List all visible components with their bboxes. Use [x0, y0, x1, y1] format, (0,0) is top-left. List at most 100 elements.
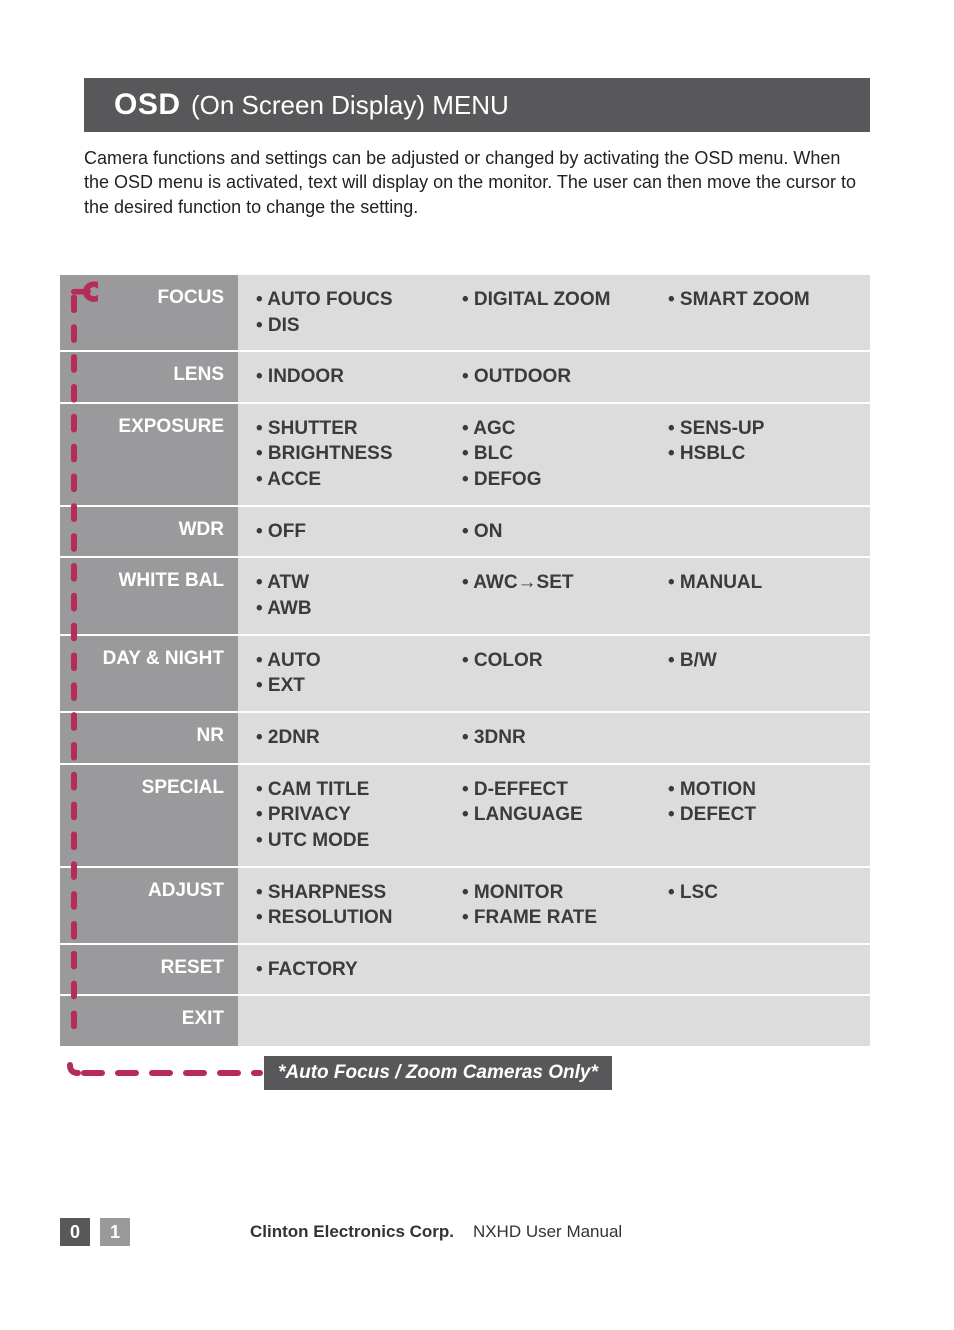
option-column: • 2DNR — [256, 725, 444, 751]
option-column — [668, 725, 856, 751]
option-column: • 3DNR — [462, 725, 650, 751]
option-item: • RESOLUTION — [256, 905, 444, 931]
row-options: • SHARPNESS• RESOLUTION • MONITOR• FRAME … — [238, 868, 870, 943]
row-label: EXPOSURE — [60, 404, 238, 505]
option-item: • BRIGHTNESS — [256, 441, 444, 467]
option-item: • 2DNR — [256, 725, 444, 751]
option-item: • AWB — [256, 596, 444, 622]
option-item: • AGC — [462, 416, 650, 442]
row-label: DAY & NIGHT — [60, 636, 238, 711]
option-item: • LSC — [668, 880, 856, 906]
table-row: SPECIAL• CAM TITLE• PRIVACY• UTC MODE• D… — [60, 765, 870, 866]
option-item: • DEFECT — [668, 802, 856, 828]
option-column: • LSC — [668, 880, 856, 931]
option-column — [668, 364, 856, 390]
option-column: • AGC• BLC• DEFOG — [462, 416, 650, 493]
footnote-row: *Auto Focus / Zoom Cameras Only* — [60, 1056, 870, 1090]
footer-company: Clinton Electronics Corp. — [250, 1222, 454, 1241]
option-item: • B/W — [668, 648, 856, 674]
option-column: • ON — [462, 519, 650, 545]
option-column — [668, 1008, 856, 1034]
option-item: • SHUTTER — [256, 416, 444, 442]
table-row: RESET • FACTORY — [60, 945, 870, 995]
table-row: WHITE BAL• ATW• AWB• AWC→SET• MANUAL — [60, 558, 870, 633]
option-column: • MOTION• DEFECT — [668, 777, 856, 854]
option-column — [462, 957, 650, 983]
option-item: • DEFOG — [462, 467, 650, 493]
option-item: • COLOR — [462, 648, 650, 674]
option-item: • HSBLC — [668, 441, 856, 467]
table-row: EXPOSURE • SHUTTER• BRIGHTNESS• ACCE • AGC… — [60, 404, 870, 505]
row-options: • FACTORY — [238, 945, 870, 995]
option-column: • OFF — [256, 519, 444, 545]
row-options — [238, 996, 870, 1046]
option-column: • CAM TITLE• PRIVACY• UTC MODE — [256, 777, 444, 854]
option-column: • SENS-UP• HSBLC — [668, 416, 856, 493]
option-item: • ON — [462, 519, 650, 545]
option-item: • SENS-UP — [668, 416, 856, 442]
option-column: • SHARPNESS• RESOLUTION — [256, 880, 444, 931]
option-item: • FRAME RATE — [462, 905, 650, 931]
table-row: FOCUS• AUTO FOUCS• DIS• DIGITAL ZOOM• SM… — [60, 275, 870, 350]
row-options: • AUTO• EXT • COLOR • B/W — [238, 636, 870, 711]
row-options: • CAM TITLE• PRIVACY• UTC MODE• D-EFFECT… — [238, 765, 870, 866]
option-column — [256, 1008, 444, 1034]
row-options: • ATW• AWB • AWC→SET • MANUAL — [238, 558, 870, 633]
table-row: DAY & NIGHT • AUTO• EXT • COLOR • B/W — [60, 636, 870, 711]
option-column: • SMART ZOOM — [668, 287, 856, 338]
table-row: NR• 2DNR• 3DNR — [60, 713, 870, 763]
row-options: • INDOOR • OUTDOOR — [238, 352, 870, 402]
option-column: • D-EFFECT• LANGUAGE — [462, 777, 650, 854]
footer-doc: NXHD User Manual — [473, 1222, 622, 1241]
option-item: • ACCE — [256, 467, 444, 493]
option-item: • BLC — [462, 441, 650, 467]
footnote-dash-icon — [60, 1061, 264, 1085]
option-column: • B/W — [668, 648, 856, 699]
table-row: ADJUST• SHARPNESS• RESOLUTION• MONITOR• … — [60, 868, 870, 943]
row-options: • 2DNR • 3DNR — [238, 713, 870, 763]
option-column: • MONITOR• FRAME RATE — [462, 880, 650, 931]
row-options: • SHUTTER• BRIGHTNESS• ACCE • AGC• BLC• D… — [238, 404, 870, 505]
page-number-right: 1 — [100, 1218, 130, 1246]
option-item: • FACTORY — [256, 957, 444, 983]
option-item: • ATW — [256, 570, 444, 596]
option-item: • D-EFFECT — [462, 777, 650, 803]
option-item: • PRIVACY — [256, 802, 444, 828]
option-item: • EXT — [256, 673, 444, 699]
option-item: • DIS — [256, 313, 444, 339]
option-column — [668, 519, 856, 545]
option-item: • SMART ZOOM — [668, 287, 856, 313]
footer-text: Clinton Electronics Corp. NXHD User Manu… — [250, 1222, 622, 1242]
option-column: • OUTDOOR — [462, 364, 650, 390]
option-column: • AUTO• EXT — [256, 648, 444, 699]
option-column: • ATW• AWB — [256, 570, 444, 621]
option-item: • LANGUAGE — [462, 802, 650, 828]
option-item: • OUTDOOR — [462, 364, 650, 390]
option-item: • OFF — [256, 519, 444, 545]
option-column — [462, 1008, 650, 1034]
option-item: • MONITOR — [462, 880, 650, 906]
header-rest: (On Screen Display) MENU — [191, 90, 509, 120]
option-column: • AWC→SET — [462, 570, 650, 621]
option-item: • AUTO FOUCS — [256, 287, 444, 313]
header-osd: OSD — [114, 88, 181, 121]
option-item: • AWC→SET — [462, 570, 650, 596]
row-options: • AUTO FOUCS• DIS• DIGITAL ZOOM• SMART Z… — [238, 275, 870, 350]
option-column: • MANUAL — [668, 570, 856, 621]
table-row: WDR • OFF • ON — [60, 507, 870, 557]
osd-menu-table: FOCUS• AUTO FOUCS• DIS• DIGITAL ZOOM• SM… — [60, 273, 870, 1048]
menu-wrap: FOCUS• AUTO FOUCS• DIS• DIGITAL ZOOM• SM… — [60, 273, 870, 1090]
page-footer: 0 1 Clinton Electronics Corp. NXHD User … — [60, 1218, 870, 1246]
row-label: WDR — [60, 507, 238, 557]
option-column: • FACTORY — [256, 957, 444, 983]
table-row: EXIT — [60, 996, 870, 1046]
option-item: • MANUAL — [668, 570, 856, 596]
page-number-left: 0 — [60, 1218, 90, 1246]
option-item: • CAM TITLE — [256, 777, 444, 803]
row-label: RESET — [60, 945, 238, 995]
footnote-pill: *Auto Focus / Zoom Cameras Only* — [264, 1056, 612, 1090]
option-column: • AUTO FOUCS• DIS — [256, 287, 444, 338]
option-item: • MOTION — [668, 777, 856, 803]
row-label: FOCUS — [60, 275, 238, 350]
option-column: • INDOOR — [256, 364, 444, 390]
